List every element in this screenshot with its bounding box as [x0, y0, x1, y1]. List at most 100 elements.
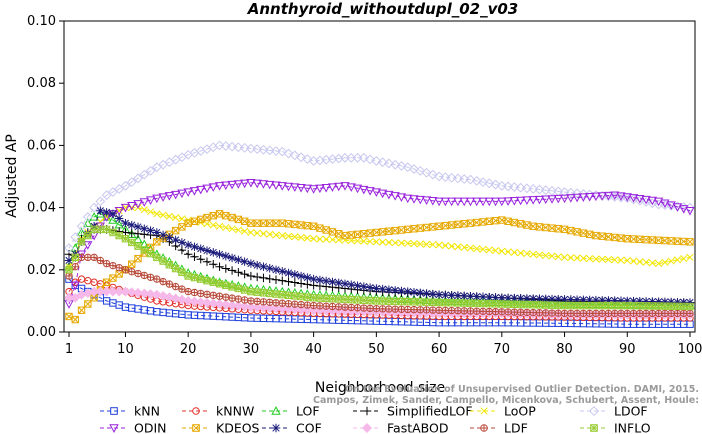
- data-point-ldf: [178, 285, 186, 293]
- data-point-loop: [215, 222, 224, 230]
- data-point-ldof: [271, 146, 281, 156]
- data-point-cof: [535, 294, 544, 303]
- data-point-fastabod: [252, 302, 263, 313]
- data-point-simplifiedlof: [177, 245, 187, 255]
- data-point-ldf: [253, 297, 261, 306]
- data-point-ldof: [572, 188, 582, 199]
- data-point-ldf: [228, 294, 236, 302]
- data-point-ldof: [108, 187, 118, 197]
- chart-title: Annthyroid_withoutdupl_02_v03: [247, 0, 519, 18]
- legend-marker-knn: [110, 407, 118, 415]
- data-point-ldf: [309, 301, 318, 310]
- data-point-ldof: [358, 152, 369, 163]
- data-point-odin: [446, 197, 457, 207]
- data-point-cof: [591, 295, 601, 305]
- data-point-inflo: [491, 300, 500, 308]
- data-point-ldf: [422, 306, 431, 314]
- data-point-ldof: [384, 158, 394, 169]
- data-point-ldof: [496, 180, 507, 191]
- data-point-odin: [672, 203, 683, 212]
- data-point-ldf: [479, 307, 487, 316]
- data-point-inflo: [554, 301, 562, 310]
- data-point-loop: [266, 230, 274, 238]
- data-point-ldf: [335, 303, 343, 311]
- data-point-loop: [121, 204, 130, 212]
- data-point-loop: [209, 221, 217, 229]
- data-point-loop: [234, 226, 242, 234]
- data-point-inflo: [460, 299, 468, 307]
- data-point-cof: [252, 260, 262, 270]
- data-point-cof: [453, 291, 463, 300]
- data-point-ldof: [139, 169, 150, 180]
- data-point-cof: [64, 256, 74, 265]
- data-point-ldf: [416, 306, 424, 314]
- data-point-inflo: [84, 231, 92, 240]
- data-point-ldf: [297, 300, 305, 309]
- data-point-inflo: [516, 300, 525, 309]
- data-point-odin: [352, 184, 363, 194]
- data-point-odin: [290, 183, 300, 192]
- data-point-ldof: [252, 144, 263, 155]
- data-point-ldof: [120, 180, 131, 191]
- data-point-odin: [164, 192, 175, 201]
- data-point-ldof: [471, 175, 482, 186]
- data-point-kdeos: [686, 238, 694, 246]
- data-point-cof: [315, 275, 325, 285]
- data-point-inflo: [366, 296, 374, 305]
- data-point-fastabod: [145, 289, 156, 299]
- data-point-cof: [108, 209, 118, 219]
- data-point-ldf: [686, 309, 694, 318]
- data-point-cof: [183, 240, 193, 250]
- data-point-inflo: [391, 297, 399, 306]
- data-point-inflo: [422, 298, 431, 306]
- data-point-loop: [272, 231, 280, 239]
- data-point-cof: [403, 287, 412, 296]
- data-point-ldf: [378, 305, 387, 313]
- data-point-ldf: [680, 309, 688, 318]
- legend-label-fastabod: FastABOD: [387, 421, 449, 434]
- data-point-odin: [515, 196, 526, 206]
- data-point-inflo: [435, 298, 443, 307]
- data-point-ldf: [636, 309, 644, 318]
- data-point-odin: [597, 192, 607, 201]
- data-point-fastabod: [277, 303, 288, 314]
- data-point-ldf: [611, 309, 619, 318]
- data-point-ldof: [246, 143, 256, 154]
- data-point-ldf: [272, 299, 280, 307]
- data-point-inflo: [322, 294, 330, 303]
- data-point-cof: [516, 294, 525, 303]
- data-point-ldof: [82, 212, 93, 222]
- legend-marker-ldf: [480, 424, 488, 432]
- data-point-odin: [133, 200, 143, 209]
- data-point-loop: [636, 258, 644, 266]
- data-point-fastabod: [164, 292, 175, 303]
- data-point-ldof: [459, 174, 470, 184]
- data-point-ldof: [490, 179, 501, 190]
- data-point-ldof: [409, 164, 419, 174]
- data-point-ldf: [510, 308, 519, 316]
- data-point-ldf: [328, 302, 337, 311]
- data-point-cof: [196, 244, 205, 253]
- data-point-simplifiedlof: [202, 257, 212, 266]
- legend-item-ldf: LDF: [470, 421, 528, 434]
- data-point-cof: [177, 238, 187, 247]
- data-point-inflo: [642, 302, 650, 310]
- data-point-ldf: [96, 256, 105, 265]
- y-tick-label: 0.04: [27, 201, 56, 216]
- data-point-simplifiedlof: [234, 268, 243, 277]
- data-point-inflo: [209, 278, 217, 286]
- data-point-odin: [302, 184, 313, 194]
- data-point-loop: [203, 220, 211, 228]
- legend-item-fastabod: FastABOD: [353, 421, 449, 434]
- data-point-ldf: [661, 309, 669, 318]
- data-point-loop: [617, 256, 625, 264]
- data-point-simplifiedlof: [259, 273, 268, 283]
- data-point-loop: [159, 211, 167, 219]
- data-point-fastabod: [333, 305, 344, 316]
- x-tick-label: 50: [368, 342, 385, 357]
- data-point-cof: [428, 289, 438, 299]
- data-point-odin: [327, 183, 338, 192]
- data-point-cof: [390, 286, 400, 295]
- data-point-ldof: [220, 141, 231, 151]
- data-point-inflo: [560, 301, 569, 310]
